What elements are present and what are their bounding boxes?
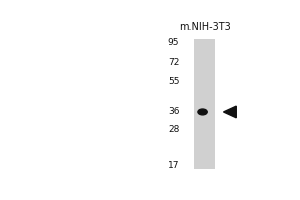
Ellipse shape: [198, 109, 207, 115]
Text: 55: 55: [168, 77, 179, 86]
Text: 72: 72: [168, 58, 179, 67]
Text: 17: 17: [168, 161, 179, 170]
Text: m.NIH-3T3: m.NIH-3T3: [179, 22, 231, 32]
Text: 28: 28: [168, 125, 179, 134]
Bar: [194, 39, 215, 169]
Text: 95: 95: [168, 38, 179, 47]
Polygon shape: [224, 106, 236, 118]
Text: 36: 36: [168, 107, 179, 116]
